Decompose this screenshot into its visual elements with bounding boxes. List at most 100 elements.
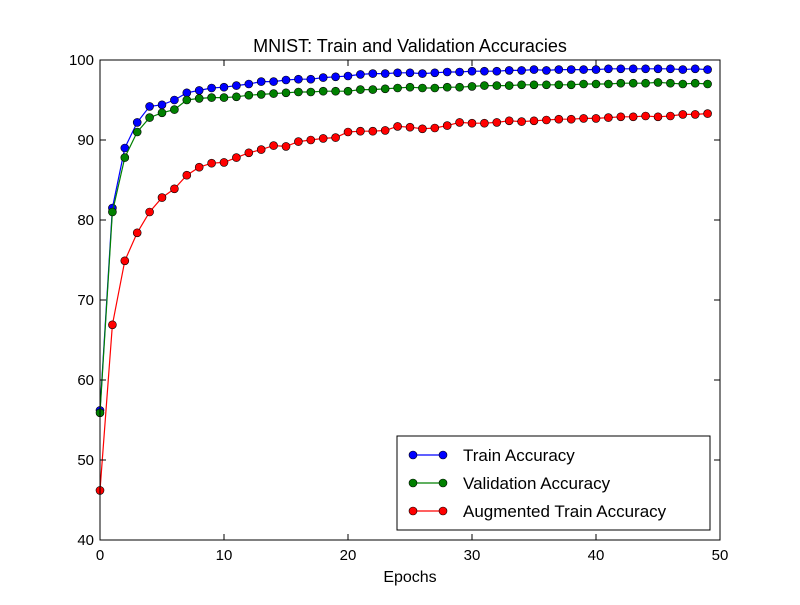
data-point — [690, 78, 700, 88]
data-point — [368, 126, 378, 136]
data-point — [666, 64, 675, 74]
data-point — [343, 127, 353, 137]
data-point — [207, 158, 216, 168]
data-point — [343, 86, 353, 96]
data-point — [529, 80, 539, 90]
data-point — [170, 105, 179, 114]
data-point — [194, 94, 204, 103]
data-point — [492, 81, 502, 90]
data-point — [343, 71, 353, 81]
data-point — [157, 108, 167, 118]
data-point — [480, 81, 489, 90]
data-point — [256, 77, 266, 86]
data-point — [467, 82, 477, 91]
data-point — [517, 66, 526, 75]
legend-marker — [408, 506, 418, 516]
data-point — [232, 92, 241, 102]
data-point — [566, 80, 576, 90]
data-point — [182, 95, 192, 105]
data-point — [430, 68, 440, 78]
legend-marker — [438, 506, 448, 516]
legend-label: Train Accuracy — [463, 446, 575, 465]
data-point — [430, 83, 440, 93]
data-point — [492, 66, 502, 76]
y-tick-label: 90 — [77, 132, 94, 149]
data-point — [517, 80, 526, 90]
legend-entry: Train Accuracy — [408, 446, 575, 465]
legend-label: Validation Accuracy — [463, 474, 611, 493]
data-point — [368, 85, 378, 94]
data-point — [318, 86, 328, 96]
data-point — [405, 68, 415, 78]
data-point — [232, 81, 241, 90]
data-point — [120, 153, 130, 162]
data-point — [616, 64, 626, 74]
legend-entry: Validation Accuracy — [408, 474, 611, 493]
data-point — [480, 118, 489, 128]
series-line — [99, 113, 708, 491]
legend-marker — [408, 478, 418, 488]
data-point — [294, 87, 303, 97]
data-point — [318, 73, 328, 82]
data-point — [529, 65, 539, 74]
data-point — [194, 162, 204, 172]
data-point — [455, 118, 464, 127]
data-point — [628, 64, 638, 74]
data-point — [281, 75, 291, 85]
data-point — [554, 80, 564, 90]
data-point — [244, 148, 254, 158]
data-point — [604, 64, 613, 74]
data-point — [517, 117, 526, 126]
legend-label: Augmented Train Accuracy — [463, 502, 667, 521]
data-point — [591, 114, 601, 123]
data-point — [182, 88, 192, 98]
data-point — [504, 116, 514, 126]
data-point — [405, 82, 415, 92]
y-tick-label: 80 — [77, 212, 94, 229]
data-point — [492, 118, 502, 127]
data-point — [120, 256, 130, 266]
legend-marker — [408, 450, 418, 460]
data-point — [393, 122, 402, 131]
y-tick-label: 60 — [77, 372, 94, 389]
data-point — [132, 228, 142, 238]
series-layer — [95, 64, 712, 495]
data-point — [653, 64, 663, 74]
data-point — [157, 193, 167, 202]
data-point — [628, 78, 638, 88]
data-point — [207, 83, 216, 93]
series-2 — [95, 109, 712, 495]
data-point — [170, 95, 179, 105]
data-point — [566, 114, 576, 124]
legend-box — [396, 435, 711, 531]
data-point — [418, 83, 427, 93]
data-point — [145, 102, 154, 111]
data-point — [393, 68, 402, 78]
data-point — [331, 86, 340, 96]
data-point — [442, 82, 452, 92]
data-point — [269, 89, 278, 98]
data-point — [219, 93, 229, 102]
data-point — [641, 111, 650, 121]
series-line — [99, 81, 708, 413]
data-point — [703, 65, 712, 74]
data-point — [467, 118, 477, 128]
series-0 — [95, 64, 712, 415]
data-point — [418, 69, 427, 78]
data-point — [641, 64, 650, 74]
data-point — [393, 83, 402, 93]
data-point — [591, 79, 601, 89]
data-point — [418, 124, 427, 134]
data-point — [430, 123, 440, 133]
x-tick-label: 0 — [96, 547, 104, 564]
data-point — [455, 67, 464, 77]
data-point — [356, 85, 365, 94]
data-point — [442, 121, 452, 130]
data-point — [455, 82, 464, 92]
data-point — [380, 69, 390, 78]
data-point — [368, 69, 378, 78]
data-point — [703, 109, 712, 118]
data-point — [244, 79, 254, 89]
